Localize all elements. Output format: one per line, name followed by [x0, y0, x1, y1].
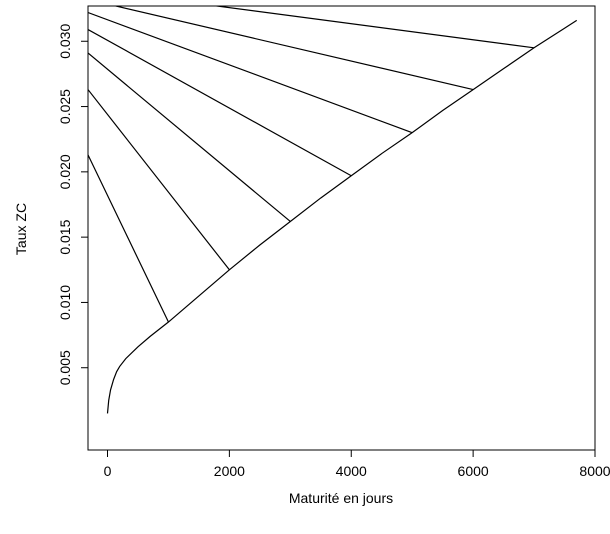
series-line-6 — [113, 6, 474, 91]
y-tick-label: 0.005 — [57, 350, 73, 385]
series-line-3 — [88, 52, 291, 222]
y-tick-label: 0.010 — [57, 285, 73, 320]
y-tick-label: 0.025 — [57, 89, 73, 124]
x-tick-label: 4000 — [336, 463, 367, 479]
series-line-7 — [212, 6, 535, 49]
y-tick-label: 0.020 — [57, 154, 73, 189]
y-tick-label: 0.030 — [57, 24, 73, 59]
x-tick-label: 0 — [104, 463, 112, 479]
y-tick-label: 0.015 — [57, 219, 73, 254]
x-tick-label: 6000 — [458, 463, 489, 479]
series-line-2 — [88, 89, 230, 271]
y-axis-title: Taux ZC — [13, 203, 29, 255]
zero-coupon-curve — [106, 19, 578, 414]
plot-frame — [87, 5, 596, 451]
series-line-4 — [88, 28, 352, 177]
y-axis: 0.005 0.010 0.015 0.020 0.025 0.030 — [57, 24, 88, 385]
x-tick-label: 2000 — [214, 463, 245, 479]
series-layer — [88, 6, 578, 414]
x-tick-label: 8000 — [579, 463, 610, 479]
x-axis: 0 2000 4000 6000 8000 — [104, 450, 610, 479]
series-line-1 — [88, 154, 169, 323]
x-axis-title: Maturité en jours — [289, 490, 393, 506]
series-line-5 — [88, 11, 413, 134]
